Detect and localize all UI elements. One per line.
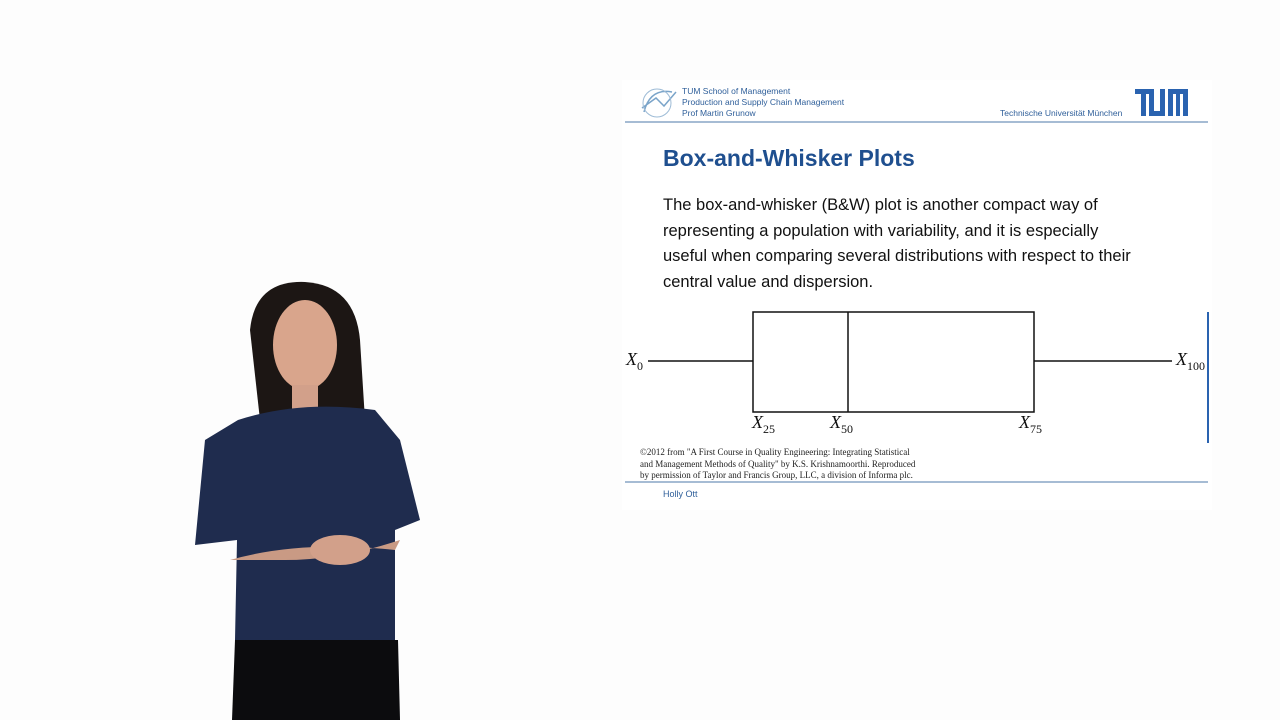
diagram-label: X0: [626, 349, 643, 374]
citation-line: ©2012 from "A First Course in Quality En…: [640, 447, 910, 457]
box: [752, 311, 1035, 413]
body-line: representing a population with variabili…: [663, 221, 1099, 240]
citation-line: by permission of Taylor and Francis Grou…: [640, 470, 913, 480]
citation-line: and Management Methods of Quality" by K.…: [640, 458, 916, 469]
label-sub: 25: [763, 422, 775, 436]
label-base: X: [1176, 349, 1187, 369]
label-base: X: [830, 412, 841, 432]
body-line: central value and dispersion.: [663, 272, 874, 291]
citation: ©2012 from "A First Course in Quality En…: [640, 447, 915, 482]
body-text: The box-and-whisker (B&W) plot is anothe…: [663, 193, 1131, 295]
school-logo-ring: [642, 88, 672, 118]
label-base: X: [752, 412, 763, 432]
diagram-label: X50: [830, 412, 853, 437]
presenter: [195, 281, 420, 720]
footer-author: Holly Ott: [663, 489, 698, 499]
header-line: TUM School of Management: [682, 86, 791, 96]
label-sub: 0: [637, 359, 643, 373]
header-line: Prof Martin Grunow: [682, 108, 756, 118]
diagram-label: X25: [752, 412, 775, 437]
diagram-label: X100: [1176, 349, 1205, 374]
label-sub: 75: [1030, 422, 1042, 436]
header-line: Production and Supply Chain Management: [682, 97, 845, 107]
face: [273, 300, 337, 390]
label-sub: 50: [841, 422, 853, 436]
body-line: useful when comparing several distributi…: [663, 247, 1131, 265]
university-name: Technische Universität München: [1000, 108, 1123, 118]
box-plot: [648, 311, 1172, 413]
hands: [310, 535, 370, 565]
trousers: [232, 640, 400, 720]
label-base: X: [626, 349, 637, 369]
label-sub: 100: [1187, 359, 1205, 373]
body-line: The box-and-whisker (B&W) plot is anothe…: [663, 196, 1098, 214]
slide-background: [622, 80, 1212, 510]
tum-logo: [1135, 89, 1188, 116]
header-block: TUM School of Management Production and …: [682, 86, 844, 119]
diagram-label: X75: [1019, 412, 1042, 437]
top: [195, 406, 420, 640]
slide-title: Box-and-Whisker Plots: [663, 145, 915, 171]
label-base: X: [1019, 412, 1030, 432]
